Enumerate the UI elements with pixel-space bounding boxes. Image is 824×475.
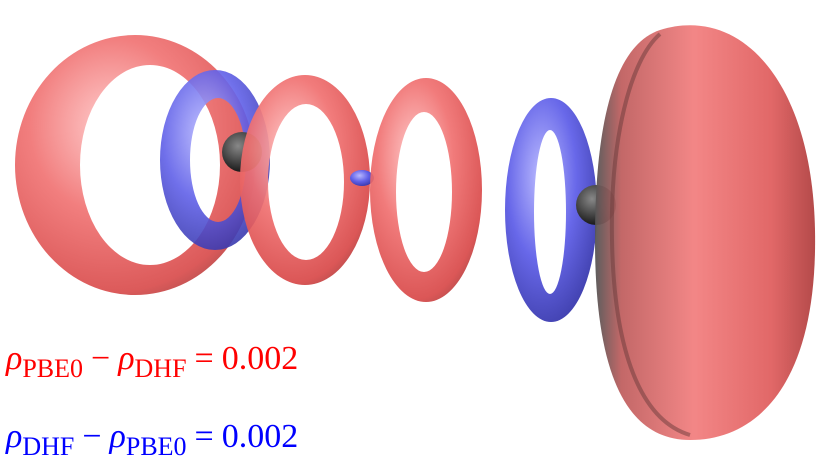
- eq: =: [195, 418, 214, 455]
- red-ring: [370, 78, 482, 302]
- rhs-sub: PBE0: [126, 432, 187, 461]
- eq: =: [195, 340, 214, 377]
- lhs: ρ: [6, 340, 22, 377]
- value: 0.002: [222, 340, 299, 377]
- legend-label: ρPBE0−ρDHF=0.002: [6, 340, 298, 384]
- lhs-sub: DHF: [22, 432, 74, 461]
- lhs: ρ: [6, 418, 22, 455]
- value: 0.002: [222, 418, 299, 455]
- page: ρPBE0−ρDHF=0.002 ρDHF−ρPBE0=0.002: [0, 0, 824, 475]
- rhs-sub: DHF: [135, 354, 187, 383]
- op: −: [91, 340, 110, 377]
- lhs-sub: PBE0: [22, 354, 83, 383]
- op: −: [82, 418, 101, 455]
- isosurface-render: [0, 0, 824, 475]
- legend-label: ρDHF−ρPBE0=0.002: [6, 418, 298, 462]
- rhs: ρ: [110, 418, 126, 455]
- rhs: ρ: [118, 340, 134, 377]
